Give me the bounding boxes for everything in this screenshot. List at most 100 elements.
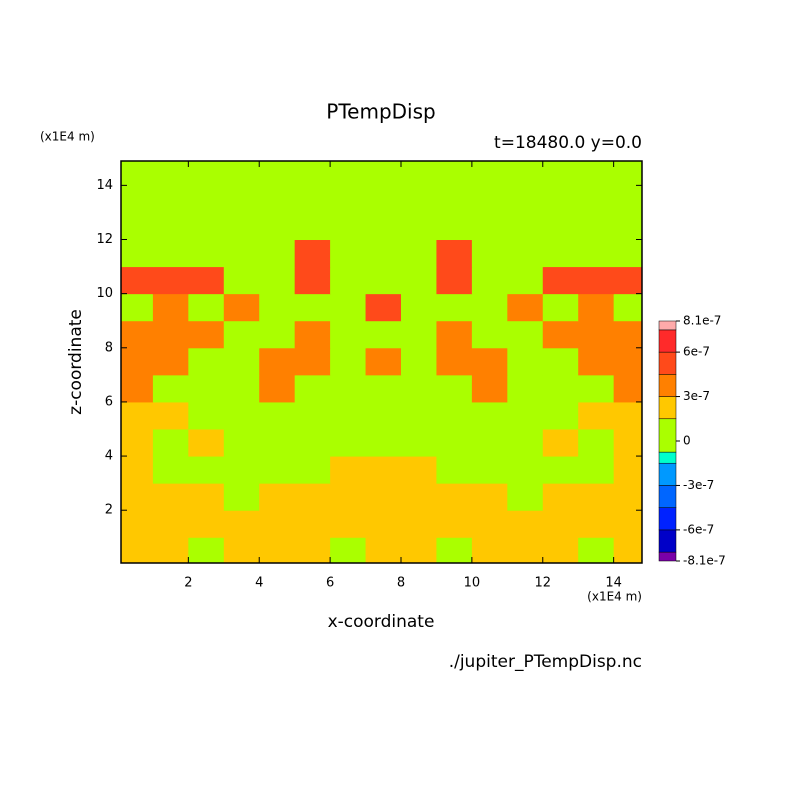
- contour-cell: [294, 293, 331, 322]
- contour-cell: [259, 239, 296, 268]
- contour-cell: [223, 212, 260, 241]
- contour-cell: [121, 239, 154, 268]
- colorbar-band: [658, 418, 677, 453]
- contour-cell: [542, 239, 579, 268]
- contour-cell: [188, 185, 225, 213]
- contour-cell: [121, 401, 154, 430]
- contour-cell: [152, 537, 189, 563]
- contour-cell: [436, 212, 473, 241]
- contour-cell: [259, 374, 296, 403]
- contour-cell: [294, 320, 331, 349]
- contour-cell: [121, 483, 154, 511]
- contour-cell: [507, 266, 544, 295]
- colorbar-tick-label: 3e-7: [683, 389, 710, 403]
- contour-cell: [400, 347, 437, 376]
- contour-cell: [223, 483, 260, 511]
- contour-cell: [259, 266, 296, 295]
- contour-cell: [542, 185, 579, 213]
- colorbar-band: [658, 351, 677, 375]
- contour-cell: [121, 510, 154, 538]
- contour-cell: [542, 293, 579, 322]
- contour-cell: [152, 185, 189, 213]
- x-tick-label: 8: [397, 576, 405, 591]
- contour-cell: [400, 320, 437, 349]
- contour-cell: [188, 429, 225, 457]
- contour-cell: [578, 239, 615, 268]
- y-tick-label: 12: [96, 232, 113, 247]
- contour-cell: [365, 320, 402, 349]
- contour-cell: [330, 212, 367, 241]
- contour-cell: [330, 185, 367, 213]
- contour-cell: [542, 483, 579, 511]
- contour-cell: [507, 483, 544, 511]
- colorbar-band: [658, 396, 677, 420]
- colorbar-tick-label: -6e-7: [683, 522, 714, 536]
- contour-cell: [152, 161, 189, 186]
- contour-cell: [294, 185, 331, 213]
- contour-cell: [152, 456, 189, 484]
- contour-cell: [294, 347, 331, 376]
- contour-cell: [507, 185, 544, 213]
- colorbar-band: [658, 329, 677, 353]
- contour-cell: [121, 456, 154, 484]
- contour-cell: [507, 239, 544, 268]
- y-tick-label: 14: [96, 178, 113, 193]
- contour-cell: [507, 293, 544, 322]
- colorbar-band: [658, 374, 677, 397]
- contour-cell: [613, 483, 642, 511]
- x-tick-label: 2: [184, 576, 192, 591]
- contour-cell: [259, 320, 296, 349]
- contour-cell: [152, 374, 189, 403]
- contour-cell: [365, 185, 402, 213]
- contour-cell: [223, 239, 260, 268]
- contour-cell: [400, 239, 437, 268]
- contour-cell: [542, 161, 579, 186]
- contour-cell: [152, 483, 189, 511]
- contour-cell: [542, 320, 579, 349]
- contour-cell: [613, 320, 642, 349]
- contour-cell: [330, 429, 367, 457]
- contour-cell: [507, 429, 544, 457]
- contour-cell: [330, 239, 367, 268]
- contour-cell: [330, 537, 367, 563]
- contour-cell: [613, 374, 642, 403]
- contour-cell: [188, 537, 225, 563]
- y-tick-label: 2: [105, 503, 113, 518]
- contour-cell: [436, 320, 473, 349]
- contour-cell: [400, 161, 437, 186]
- contour-cell: [613, 456, 642, 484]
- contour-cell: [436, 293, 473, 322]
- contour-cell: [259, 483, 296, 511]
- contour-cell: [471, 401, 508, 430]
- contour-cell: [578, 483, 615, 511]
- contour-cell: [613, 185, 642, 213]
- x-tick-label: 12: [534, 576, 551, 591]
- contour-cell: [471, 320, 508, 349]
- y-tick-label: 8: [105, 340, 113, 355]
- contour-cell: [223, 320, 260, 349]
- contour-cell: [471, 161, 508, 186]
- contour-cell: [121, 537, 154, 563]
- contour-cell: [152, 320, 189, 349]
- colorbar-tick-label: 8.1e-7: [683, 314, 721, 328]
- contour-cell: [294, 401, 331, 430]
- contour-cell: [188, 212, 225, 241]
- contour-cell: [436, 161, 473, 186]
- contour-cell: [294, 239, 331, 268]
- contour-cell: [436, 239, 473, 268]
- contour-cell: [294, 212, 331, 241]
- contour-cell: [578, 266, 615, 295]
- contour-cell: [613, 266, 642, 295]
- contour-cell: [365, 401, 402, 430]
- contour-cell: [365, 374, 402, 403]
- contour-cell: [507, 347, 544, 376]
- contour-cell: [578, 161, 615, 186]
- x-axis-label: x-coordinate: [328, 612, 435, 632]
- contour-cell: [578, 510, 615, 538]
- contour-cell: [400, 185, 437, 213]
- contour-cell: [294, 537, 331, 563]
- contour-cell: [223, 185, 260, 213]
- contour-cell: [471, 374, 508, 403]
